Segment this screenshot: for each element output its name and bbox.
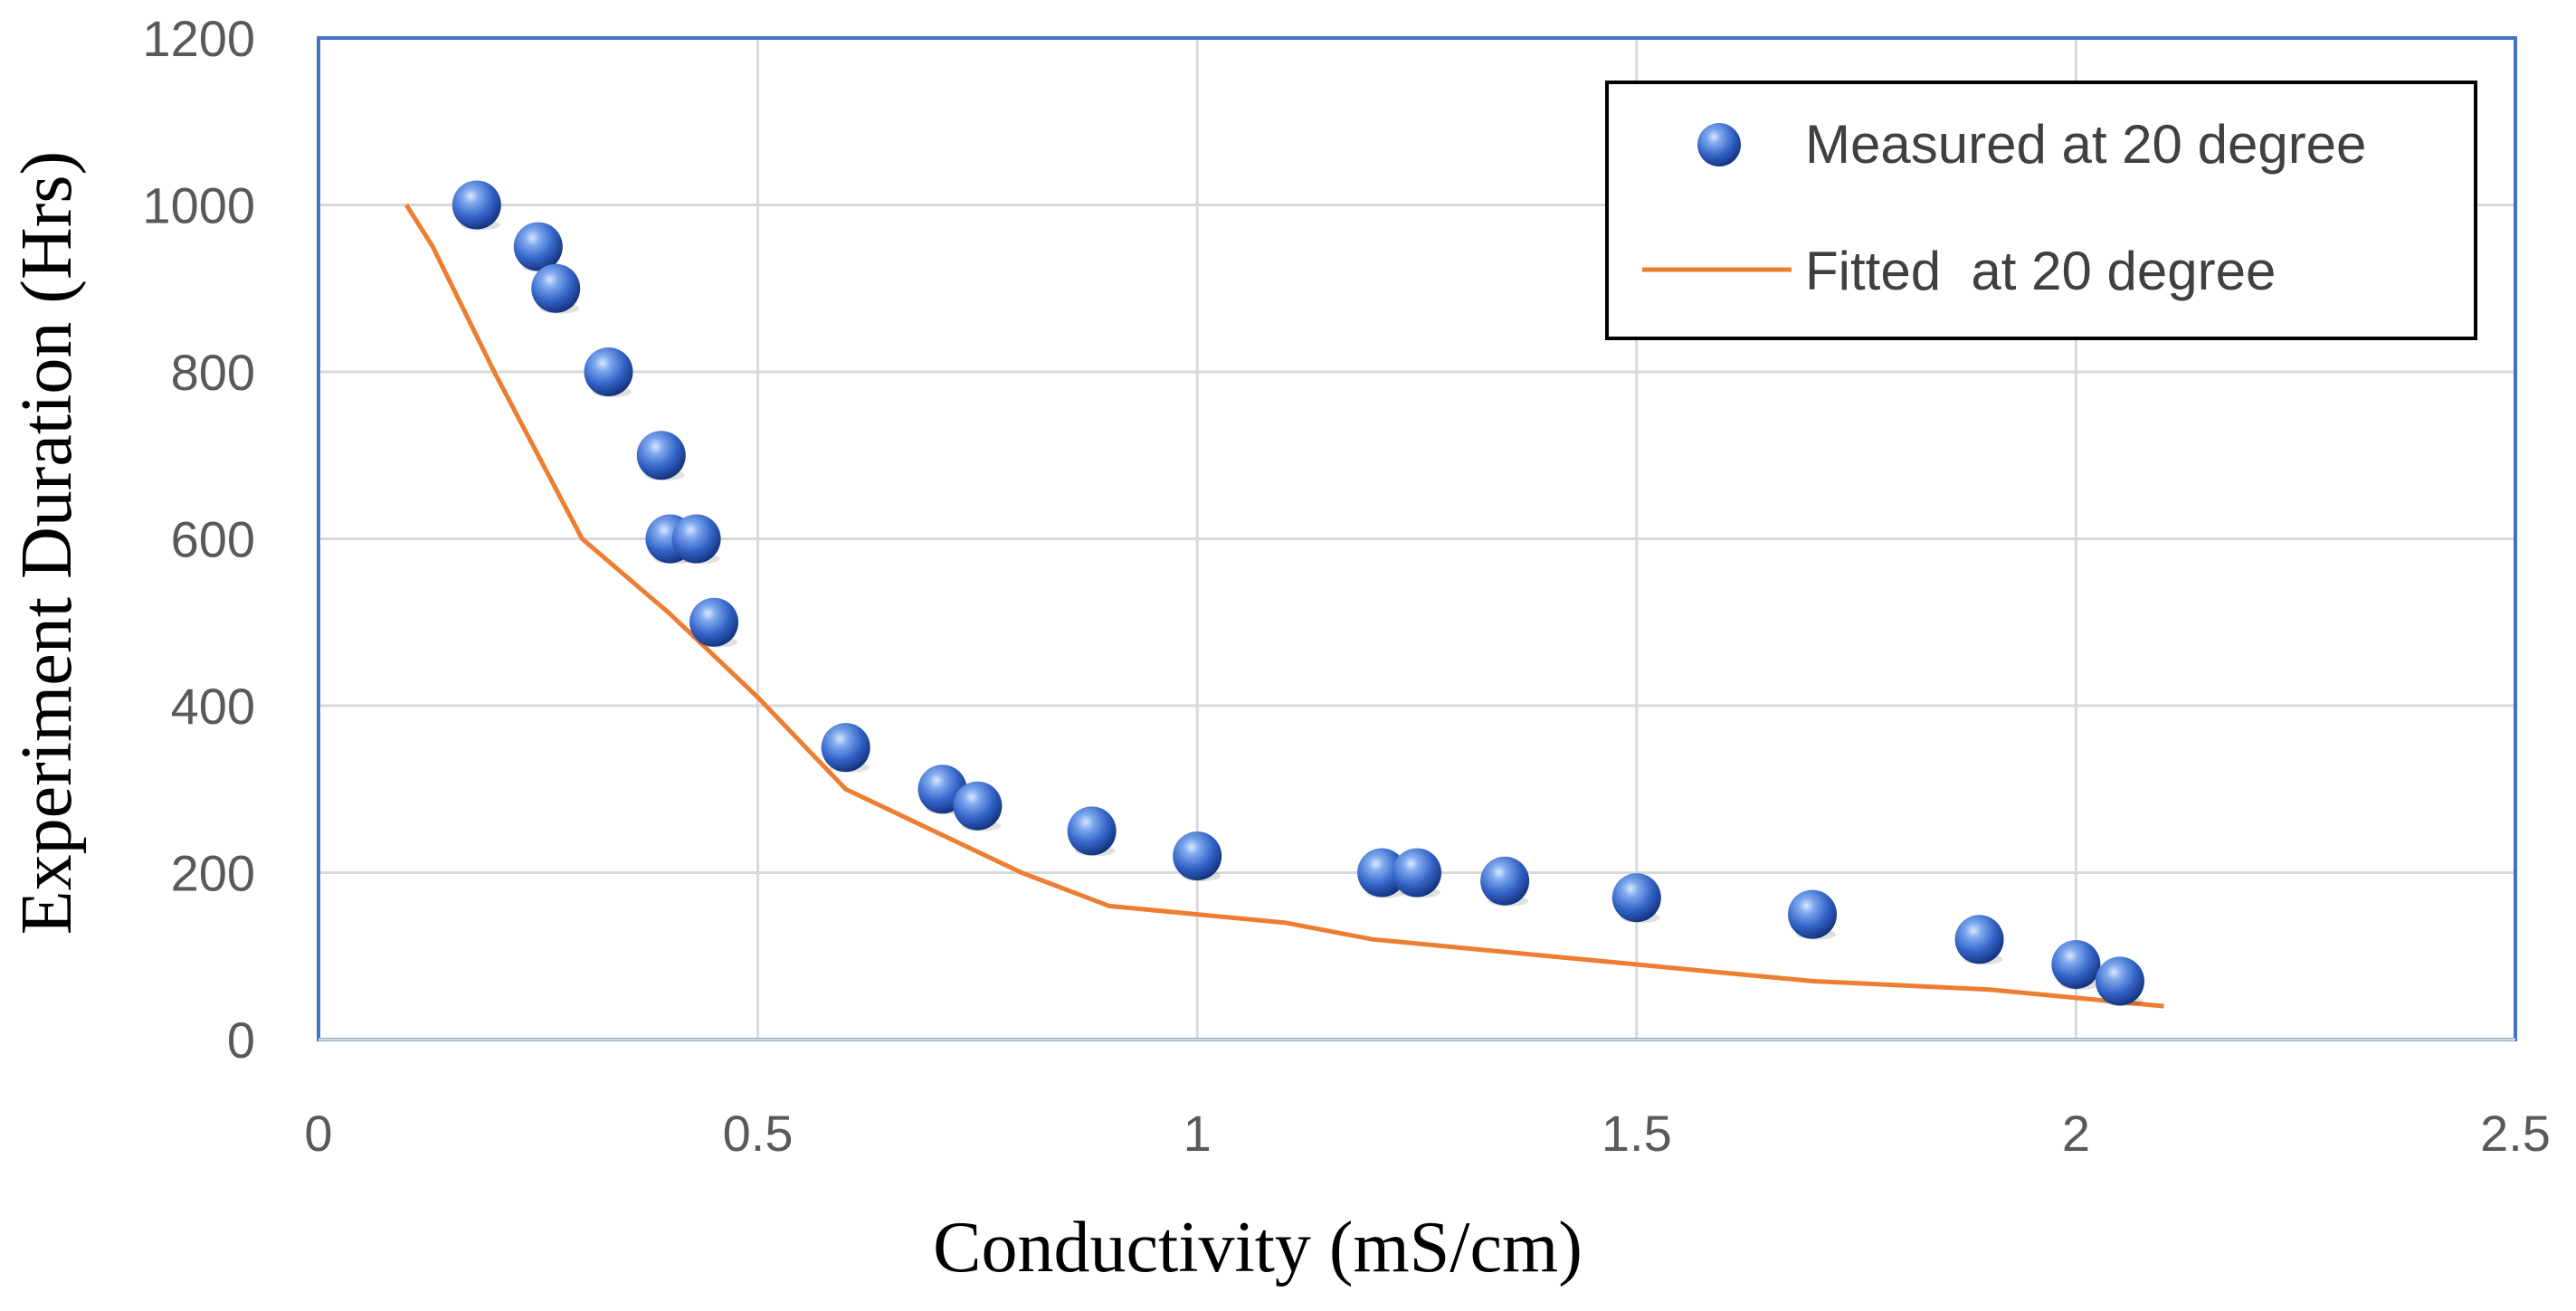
x-tick-labels: 0 0.5 1 1.5 2 2.5: [304, 1105, 2551, 1162]
data-point: [452, 180, 501, 230]
x-tick-label: 0.5: [723, 1105, 794, 1162]
fitted-line: [404, 204, 2164, 1009]
data-point: [1393, 848, 1441, 898]
x-tick-label: 0: [304, 1105, 332, 1162]
legend-marker-measured: [1697, 123, 1741, 166]
data-point: [689, 597, 739, 647]
data-point: [1173, 831, 1222, 881]
data-point: [2051, 939, 2101, 989]
data-point: [531, 263, 581, 313]
x-tick-label: 1.5: [1602, 1105, 1672, 1162]
legend: Measured at 20 degree Fitted at 20 degre…: [1605, 81, 2477, 340]
data-point: [1067, 806, 1117, 856]
series-layer: [404, 180, 2164, 1009]
y-tick-label: 400: [171, 678, 255, 735]
x-tick-label: 1: [1183, 1105, 1212, 1162]
data-point: [953, 781, 1003, 831]
data-point: [1788, 889, 1838, 939]
data-point: [1357, 848, 1407, 898]
data-point: [671, 514, 721, 564]
y-tick-label: 0: [227, 1012, 255, 1069]
y-tick-label: 1200: [142, 10, 255, 67]
data-point: [1954, 915, 2004, 964]
y-tick-labels: 0 200 400 600 800 1000 1200: [142, 10, 255, 1069]
data-point: [584, 347, 633, 396]
x-axis-title: Conductivity (mS/cm): [933, 1208, 1583, 1287]
x-tick-label: 2: [2062, 1105, 2090, 1162]
y-axis-title: Experiment Duration (Hrs): [7, 151, 87, 935]
y-tick-label: 200: [171, 845, 255, 902]
legend-box: [1605, 81, 2477, 340]
y-tick-label: 800: [171, 344, 255, 401]
data-point: [821, 723, 870, 773]
data-point: [1611, 873, 1661, 923]
y-tick-label: 600: [171, 511, 255, 568]
legend-label-measured: Measured at 20 degree: [1805, 114, 2366, 175]
x-tick-label: 2.5: [2480, 1105, 2551, 1162]
legend-label-fitted: Fitted at 20 degree: [1805, 241, 2276, 301]
data-point: [513, 222, 563, 271]
data-point: [2095, 956, 2144, 1006]
y-tick-label: 1000: [142, 177, 255, 234]
data-point: [1480, 856, 1530, 906]
data-point: [636, 431, 686, 480]
